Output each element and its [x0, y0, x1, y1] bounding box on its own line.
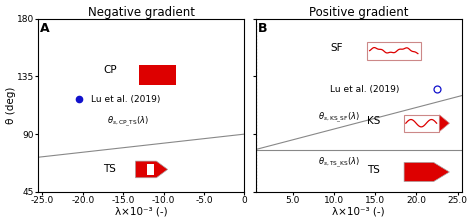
Text: TS: TS [367, 165, 380, 175]
Polygon shape [404, 162, 449, 182]
Title: Positive gradient: Positive gradient [309, 6, 409, 19]
Polygon shape [136, 161, 168, 178]
Polygon shape [439, 115, 449, 132]
Polygon shape [147, 164, 154, 175]
Bar [139, 65, 176, 85]
Text: Lu et al. (2019): Lu et al. (2019) [330, 85, 399, 94]
Bar [404, 115, 439, 132]
Text: $\theta_{s,\mathrm{CP\_TS}}(\lambda)$: $\theta_{s,\mathrm{CP\_TS}}(\lambda)$ [107, 115, 149, 129]
Bar [367, 42, 420, 60]
Title: Negative gradient: Negative gradient [88, 6, 195, 19]
Text: CP: CP [103, 65, 117, 75]
Text: $\theta_{s,\mathrm{KS\_SF}}(\lambda)$: $\theta_{s,\mathrm{KS\_SF}}(\lambda)$ [318, 111, 359, 125]
Y-axis label: θ (deg): θ (deg) [6, 87, 16, 124]
X-axis label: λ×10⁻³ (-): λ×10⁻³ (-) [115, 206, 168, 216]
Text: KS: KS [367, 116, 380, 126]
Text: SF: SF [330, 43, 342, 53]
Text: Lu et al. (2019): Lu et al. (2019) [91, 95, 160, 104]
Text: TS: TS [103, 164, 116, 174]
Text: A: A [40, 22, 50, 35]
X-axis label: λ×10⁻³ (-): λ×10⁻³ (-) [332, 206, 385, 216]
Text: B: B [258, 22, 267, 35]
Text: $\theta_{s,\mathrm{TS\_KS}}(\lambda)$: $\theta_{s,\mathrm{TS\_KS}}(\lambda)$ [318, 156, 359, 170]
